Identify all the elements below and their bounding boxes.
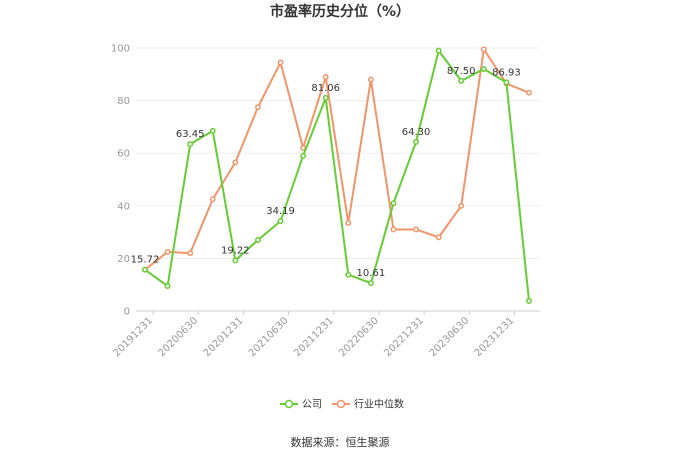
legend-label: 公司 xyxy=(302,400,322,411)
industry-median-point xyxy=(413,226,420,233)
y-tick-label: 60 xyxy=(117,149,130,160)
company-point xyxy=(390,200,397,207)
series-line-company xyxy=(144,49,530,302)
legend[interactable]: 公司 行业中位数 xyxy=(280,398,404,411)
company-point xyxy=(526,298,532,304)
industry-median-point xyxy=(164,248,171,255)
y-tick-label: 80 xyxy=(117,96,130,107)
x-axis: 20191231 20200630 20201231 20210630 20211231… xyxy=(111,311,517,359)
data-label: 81.06 xyxy=(311,83,340,94)
company-point xyxy=(300,152,307,159)
company-point xyxy=(503,79,510,86)
grid-lines xyxy=(136,47,540,312)
x-tick-label: 20211231 xyxy=(292,315,336,359)
x-tick-label: 20231231 xyxy=(473,315,517,359)
x-tick-label: 20201231 xyxy=(202,315,246,359)
x-tick-label: 20221231 xyxy=(382,315,426,359)
x-tick-label: 20210630 xyxy=(247,315,291,359)
y-tick-label: 100 xyxy=(111,44,130,55)
legend-item-industry-median[interactable]: 行业中位数 xyxy=(332,398,404,411)
legend-swatch-marker xyxy=(336,399,346,409)
chart-title: 市盈率历史分位（%） xyxy=(270,3,410,20)
legend-swatch-marker xyxy=(284,399,294,409)
series-line-industry-median xyxy=(144,48,530,271)
company-point xyxy=(254,237,261,243)
company-point xyxy=(187,141,194,148)
company-point xyxy=(322,94,329,101)
data-label: 10.61 xyxy=(357,268,386,279)
company-point xyxy=(458,77,465,84)
data-label: 34.19 xyxy=(266,206,295,217)
company-point xyxy=(142,266,148,273)
data-label: 64.30 xyxy=(402,127,431,138)
y-tick-label: 40 xyxy=(117,201,130,212)
industry-median-point xyxy=(435,234,442,241)
industry-median-point xyxy=(322,73,329,80)
industry-median-point xyxy=(232,159,239,166)
company-point xyxy=(232,257,239,264)
x-tick-label: 20230630 xyxy=(428,315,472,359)
industry-median-point xyxy=(390,226,397,233)
industry-median-point xyxy=(480,46,487,53)
x-tick-label: 20191231 xyxy=(111,315,155,359)
industry-median-point xyxy=(345,219,352,226)
industry-median-point xyxy=(367,76,374,83)
company-point xyxy=(209,127,216,134)
industry-median-point xyxy=(526,89,532,96)
industry-median-point xyxy=(187,250,194,257)
industry-median-point xyxy=(458,202,465,209)
legend-item-company[interactable]: 公司 xyxy=(280,400,322,411)
company-point xyxy=(367,280,374,287)
company-point xyxy=(480,66,487,72)
industry-median-point xyxy=(209,196,216,203)
data-label: 15.72 xyxy=(131,255,160,266)
data-label: 86.93 xyxy=(492,67,521,78)
data-label: 63.45 xyxy=(176,129,205,140)
x-tick-label: 20200630 xyxy=(157,315,201,359)
data-labels: 15.72 63.45 19.22 34.19 81.06 10.61 64.30 87.50… xyxy=(131,66,521,279)
legend-label: 行业中位数 xyxy=(354,398,404,411)
company-point xyxy=(435,47,442,54)
company-point xyxy=(164,283,171,289)
data-label: 19.22 xyxy=(221,245,250,256)
source-note: 数据来源：恒生聚源 xyxy=(291,435,390,449)
series-layer xyxy=(142,46,532,304)
industry-median-point xyxy=(254,104,261,111)
y-axis: 0 20 40 60 80 100 xyxy=(111,44,130,318)
data-label: 87.50 xyxy=(447,66,476,77)
company-point xyxy=(277,218,284,225)
company-point xyxy=(345,271,352,278)
y-tick-label: 20 xyxy=(117,254,130,265)
industry-median-point xyxy=(277,59,284,66)
company-point xyxy=(413,138,420,145)
x-tick-label: 20220630 xyxy=(337,315,381,359)
y-tick-label: 0 xyxy=(124,307,130,318)
